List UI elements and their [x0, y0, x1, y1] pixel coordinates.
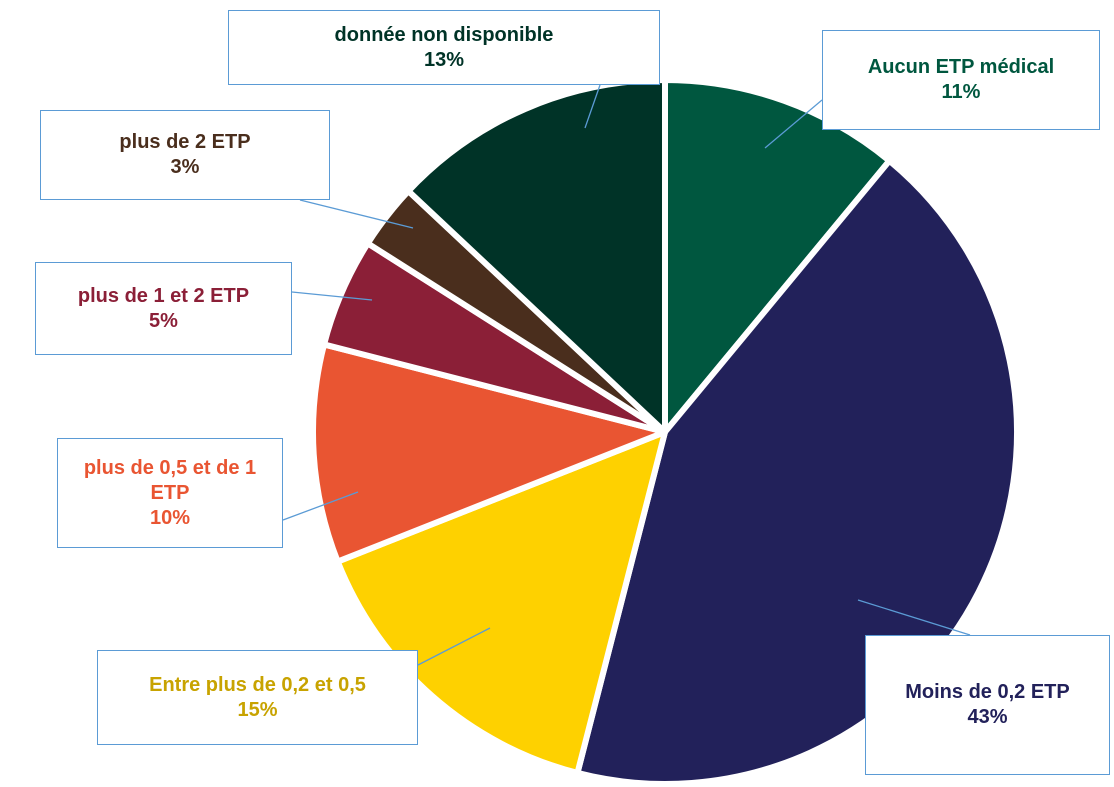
leader-line: [764, 99, 823, 149]
label-value: 43%: [967, 706, 1008, 728]
label-name: Aucun ETP médical: [867, 56, 1055, 78]
leader-line: [291, 291, 373, 301]
leader-lines: [282, 84, 971, 666]
data-label: donnée non disponible 13%: [228, 10, 660, 85]
pie-slice: [334, 429, 668, 776]
pie-slice: [662, 77, 893, 435]
label-value: 10%: [149, 506, 191, 529]
leader-line: [584, 84, 601, 129]
label-value: 11%: [941, 81, 981, 103]
leader-line: [417, 627, 491, 666]
data-label: plus de 2 ETP 3%: [40, 110, 330, 200]
label-name: Moins de 0,2 ETP: [905, 681, 1070, 703]
pie-slice: [310, 341, 668, 565]
label-name: donnée non disponible: [334, 23, 554, 46]
data-label: Moins de 0,2 ETP 43%: [865, 635, 1110, 775]
pie-slice: [574, 157, 1020, 787]
data-label: plus de 0,5 et de 1 ETP 10%: [57, 438, 283, 548]
label-name: plus de 0,5 et de 1 ETP: [83, 456, 257, 504]
data-label: Aucun ETP médical 11%: [822, 30, 1100, 130]
label-name: Entre plus de 0,2 et 0,5: [149, 673, 366, 696]
data-label: plus de 1 et 2 ETP 5%: [35, 262, 292, 355]
leader-line: [299, 199, 414, 229]
label-name: plus de 2 ETP: [119, 131, 251, 153]
label-value: 13%: [423, 48, 465, 71]
label-value: 15%: [237, 698, 278, 721]
data-label: Entre plus de 0,2 et 0,5 15%: [97, 650, 418, 745]
leader-line: [282, 491, 359, 521]
label-name: plus de 1 et 2 ETP: [77, 284, 250, 307]
label-value: 3%: [170, 156, 200, 178]
label-value: 5%: [149, 309, 178, 332]
leader-line: [857, 599, 971, 636]
